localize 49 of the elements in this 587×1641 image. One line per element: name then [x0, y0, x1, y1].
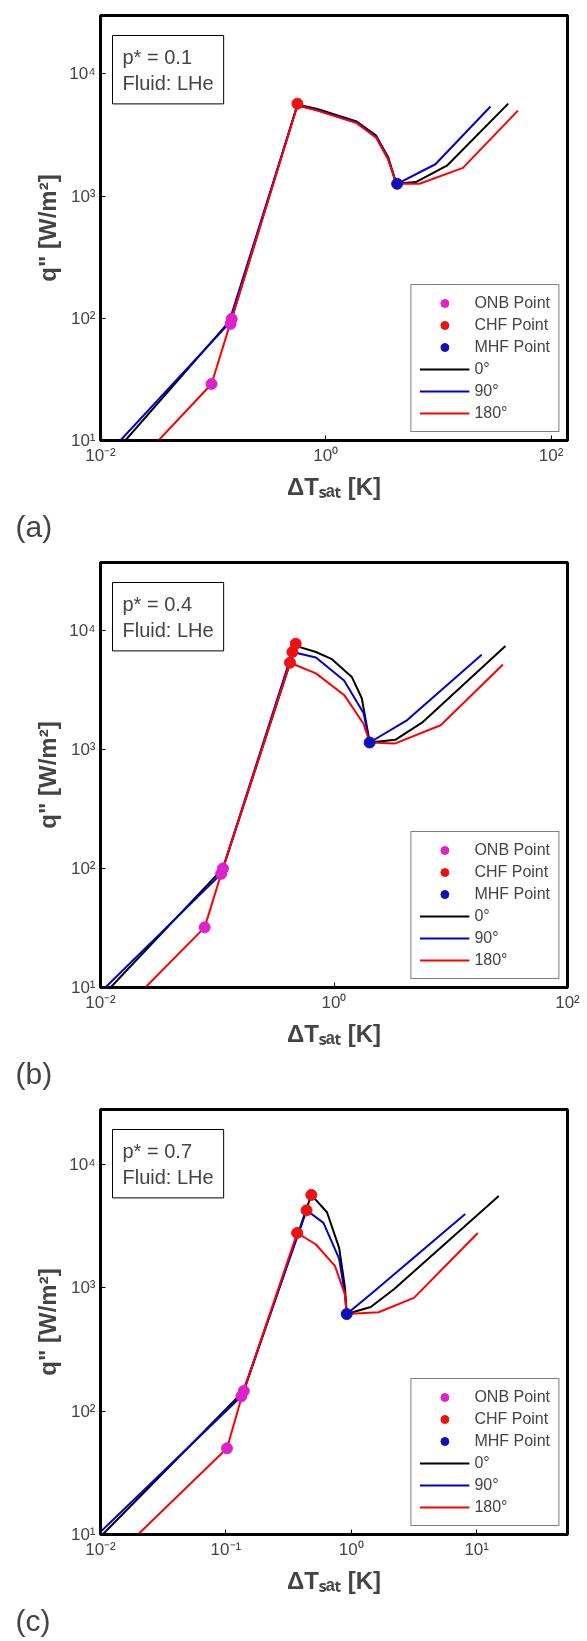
annotation: p* = 0.1: [122, 45, 193, 68]
x-tick-label: 10⁰: [321, 992, 347, 1012]
y-tick-label: 10⁴: [69, 1155, 96, 1175]
annotation: Fluid: LHe: [122, 71, 214, 94]
legend-label: ONB Point: [474, 294, 550, 312]
y-tick-label: 10³: [70, 1278, 96, 1298]
legend-label: MHF Point: [474, 885, 550, 903]
y-tick-label: 10²: [70, 858, 96, 878]
legend-label: 90°: [474, 929, 499, 947]
x-tick-label: 10⁰: [338, 1539, 364, 1559]
y-tick-label: 10³: [70, 186, 96, 206]
y-tick-label: 10²: [70, 1401, 96, 1421]
text: (a): [15, 509, 53, 543]
y-tick-label: 10⁴: [69, 64, 96, 84]
legend-label: CHF Point: [474, 1410, 549, 1428]
x-axis-title: ΔTₛₐₜ [K]: [287, 472, 381, 500]
legend-label: 180°: [474, 951, 508, 969]
x-tick-label: 10⁻¹: [210, 1539, 242, 1559]
x-axis-title: ΔTₛₐₜ [K]: [287, 1019, 381, 1047]
legend-label: CHF Point: [474, 316, 549, 334]
y-tick-label: 10²: [70, 308, 96, 328]
y-axis-title: q" [W/m²]: [34, 721, 62, 829]
annotation: p* = 0.7: [122, 1139, 193, 1162]
legend-label: 180°: [474, 404, 508, 422]
legend-label: 90°: [474, 1476, 499, 1494]
legend-label: MHF Point: [474, 338, 550, 356]
x-tick-label: 10¹: [464, 1539, 490, 1559]
y-axis-title: q" [W/m²]: [34, 1268, 62, 1376]
annotation: p* = 0.4: [122, 592, 193, 615]
legend-label: MHF Point: [474, 1432, 550, 1450]
legend-label: 90°: [474, 382, 499, 400]
x-tick-label: 10²: [538, 445, 564, 465]
y-tick-label: 10⁴: [69, 620, 96, 640]
legend-label: 0°: [474, 360, 491, 378]
y-tick-label: 10³: [70, 739, 96, 759]
legend-label: ONB Point: [474, 841, 550, 859]
legend-label: CHF Point: [474, 863, 549, 881]
annotation: Fluid: LHe: [122, 1165, 214, 1188]
x-axis-title: ΔTₛₐₜ [K]: [287, 1566, 381, 1594]
x-tick-label: 10⁰: [313, 445, 339, 465]
x-tick-label: 10²: [555, 992, 581, 1012]
text: (c): [15, 1603, 51, 1637]
legend-label: 0°: [474, 1454, 491, 1472]
legend-label: ONB Point: [474, 1388, 550, 1406]
legend-label: 180°: [474, 1498, 508, 1516]
legend-label: 0°: [474, 907, 491, 925]
annotation: Fluid: LHe: [122, 618, 214, 641]
y-axis-title: q" [W/m²]: [34, 174, 62, 282]
text: (b): [15, 1056, 53, 1090]
